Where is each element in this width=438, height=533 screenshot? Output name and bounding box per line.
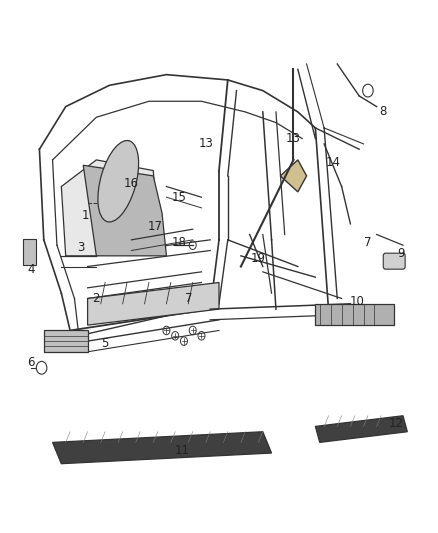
Text: 7: 7 — [364, 236, 372, 249]
Text: 9: 9 — [397, 247, 405, 260]
Text: 13: 13 — [286, 132, 301, 145]
FancyBboxPatch shape — [23, 239, 36, 265]
Polygon shape — [44, 330, 88, 352]
Text: 2: 2 — [92, 292, 100, 305]
Text: 8: 8 — [380, 106, 387, 118]
Polygon shape — [88, 282, 219, 325]
Text: 17: 17 — [148, 220, 163, 233]
Text: 4: 4 — [27, 263, 35, 276]
Text: 14: 14 — [325, 156, 340, 169]
Polygon shape — [280, 160, 307, 192]
Text: 7: 7 — [184, 292, 192, 305]
Polygon shape — [315, 416, 407, 442]
Text: 3: 3 — [78, 241, 85, 254]
Text: 19: 19 — [251, 252, 266, 265]
Text: 5: 5 — [102, 337, 109, 350]
Ellipse shape — [98, 141, 138, 222]
Text: 6: 6 — [27, 356, 35, 369]
Polygon shape — [61, 160, 158, 256]
Text: 12: 12 — [389, 417, 404, 430]
Text: 10: 10 — [350, 295, 364, 308]
Text: 16: 16 — [124, 177, 139, 190]
Polygon shape — [83, 165, 166, 256]
Text: 18: 18 — [172, 236, 187, 249]
FancyBboxPatch shape — [383, 253, 405, 269]
Polygon shape — [315, 304, 394, 325]
Text: 1: 1 — [81, 209, 89, 222]
Text: 15: 15 — [172, 191, 187, 204]
Text: 13: 13 — [198, 138, 213, 150]
Text: 11: 11 — [174, 444, 189, 457]
Polygon shape — [53, 432, 272, 464]
